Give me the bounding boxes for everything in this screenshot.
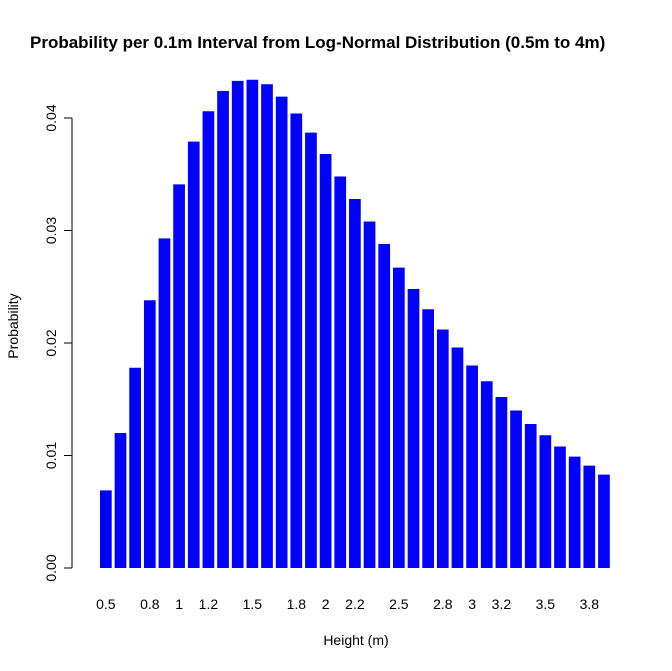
y-tick-label: 0.01 — [43, 442, 59, 469]
bar-2 — [319, 154, 332, 568]
bar-1.1 — [187, 141, 200, 568]
x-tick-label: 2.5 — [389, 596, 409, 612]
x-tick-label: 1.8 — [287, 596, 307, 612]
y-axis: 0.00 0.01 0.02 0.03 0.04 — [43, 104, 73, 582]
x-tick-label: 3 — [468, 596, 476, 612]
bar-1.5 — [246, 79, 259, 568]
bar-3 — [466, 365, 478, 568]
bar-0.7 — [129, 367, 141, 568]
bar-3.6 — [554, 446, 566, 568]
y-tick-label: 0.04 — [43, 104, 59, 131]
x-axis-label: Height (m) — [323, 632, 388, 648]
bar-2.2 — [349, 199, 361, 568]
bar-2.3 — [363, 221, 376, 568]
bar-0.8 — [143, 300, 156, 568]
bar-1.2 — [202, 111, 215, 568]
bar-0.9 — [158, 238, 171, 569]
y-tick-label: 0.00 — [43, 554, 59, 581]
x-tick-labels: 0.5 0.8 1 1.2 1.5 1.8 2 2.2 2.5 2.8 3 3.2 3.5 3.8 — [96, 596, 599, 612]
bar-2.4 — [378, 244, 391, 568]
x-tick-label: 3.8 — [580, 596, 600, 612]
bar-3.9 — [598, 474, 610, 569]
x-tick-label: 0.5 — [96, 596, 116, 612]
bar-2.5 — [393, 267, 405, 569]
bar-3.2 — [495, 397, 508, 568]
x-tick-label: 0.8 — [140, 596, 160, 612]
bar-2.1 — [334, 176, 347, 568]
x-tick-label: 1 — [175, 596, 183, 612]
bar-2.6 — [407, 289, 420, 568]
x-tick-label: 1.2 — [199, 596, 219, 612]
bar-1 — [173, 184, 185, 569]
bar-3.7 — [568, 456, 581, 569]
bar-0.5 — [100, 490, 112, 569]
bar-2.9 — [451, 347, 464, 568]
x-tick-label: 1.5 — [243, 596, 263, 612]
x-tick-label: 2.2 — [345, 596, 365, 612]
bar-2.7 — [422, 309, 434, 568]
bar-3.8 — [583, 465, 596, 569]
bar-0.6 — [114, 433, 127, 568]
bar-1.3 — [217, 91, 229, 568]
x-tick-label: 2.8 — [433, 596, 453, 612]
x-tick-label: 2 — [322, 596, 330, 612]
bar-1.8 — [290, 113, 303, 568]
y-axis-label: Probability — [5, 293, 21, 358]
bar-1.7 — [275, 96, 288, 569]
bar-3.5 — [539, 435, 552, 568]
bar-1.6 — [261, 84, 273, 568]
bars — [100, 79, 610, 569]
x-tick-label: 3.2 — [492, 596, 512, 612]
bar-3.1 — [480, 381, 493, 568]
y-tick-label: 0.02 — [43, 329, 59, 356]
y-tick-label: 0.03 — [43, 217, 59, 244]
bar-1.9 — [305, 132, 317, 569]
x-tick-label: 3.5 — [536, 596, 556, 612]
bar-3.4 — [524, 424, 537, 568]
bar-2.8 — [436, 329, 449, 568]
bar-3.3 — [510, 410, 522, 568]
chart-title: Probability per 0.1m Interval from Log-N… — [30, 33, 605, 52]
bar-1.4 — [231, 80, 244, 569]
